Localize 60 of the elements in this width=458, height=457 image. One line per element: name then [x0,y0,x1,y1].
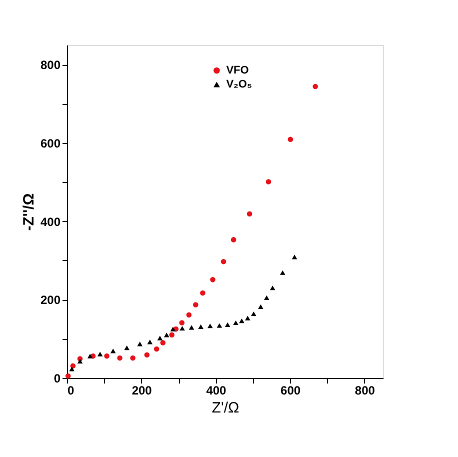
point [69,366,74,372]
point [130,355,136,361]
point [207,324,213,328]
point [312,84,318,90]
point [216,323,222,328]
point [220,259,226,264]
point [169,332,174,338]
x-tick-label: 800 [354,384,376,398]
point [288,136,294,142]
legend-label: VFO [226,64,250,76]
x-axis-title: Z'/Ω [212,400,240,416]
y-tick-label: 0 [54,372,61,386]
point [65,373,71,379]
point [188,325,194,330]
legend-label: V₂O₅ [226,78,252,90]
point [200,290,206,296]
point [198,324,204,329]
x-tick-label: 200 [132,384,152,398]
point [224,322,230,328]
point [157,336,163,340]
point [270,286,276,290]
point [179,320,185,326]
x-tick-label: 600 [280,384,301,398]
point [104,353,110,359]
point [180,326,185,331]
point [192,302,198,308]
point [117,355,122,361]
point [233,320,238,326]
point [258,304,264,309]
point [160,340,166,346]
point [280,270,286,275]
point [264,295,270,300]
point [266,179,272,184]
x-tick-label: 0 [68,384,74,398]
point [250,311,256,316]
y-tick-label: 800 [40,58,61,72]
point [147,340,153,344]
point [210,277,216,282]
point [70,363,76,368]
point [137,342,143,346]
point [110,348,116,354]
point [97,352,103,356]
y-tick-label: 200 [40,293,61,308]
x-tick-label: 400 [206,384,227,398]
y-axis-title: -Z''/Ω [20,193,38,231]
y-tick-label: 400 [40,214,61,229]
point [230,237,236,242]
point [87,354,93,358]
point [77,358,83,364]
point [170,326,176,332]
point [164,332,170,338]
point [144,352,150,358]
point [245,316,250,320]
point [246,211,252,216]
point [292,254,298,260]
y-tick-label: 600 [40,136,61,150]
point [154,346,160,352]
point [124,346,130,350]
point [186,312,192,318]
point [239,318,244,324]
